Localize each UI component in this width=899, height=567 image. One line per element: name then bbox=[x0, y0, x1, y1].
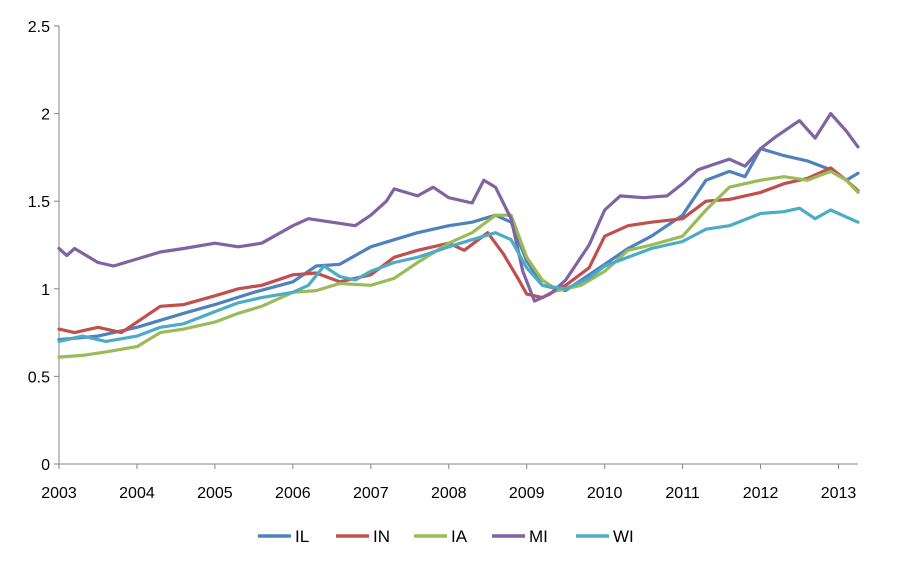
legend-label-wi: WI bbox=[613, 527, 634, 546]
series-line-mi bbox=[57, 112, 860, 303]
y-tick-label: 1.5 bbox=[28, 194, 50, 211]
x-tick-label: 2012 bbox=[743, 485, 779, 502]
y-tick-label: 0.5 bbox=[28, 369, 50, 386]
x-tick-label: 2009 bbox=[509, 485, 545, 502]
x-tick-label: 2013 bbox=[821, 485, 857, 502]
legend-label-mi: MI bbox=[529, 527, 548, 546]
y-tick-label: 2 bbox=[41, 107, 50, 124]
x-tick-label: 2008 bbox=[431, 485, 467, 502]
x-tick-label: 2005 bbox=[197, 485, 233, 502]
x-tick-label: 2004 bbox=[119, 485, 155, 502]
series-line-in bbox=[57, 166, 860, 335]
legend-label-ia: IA bbox=[451, 527, 468, 546]
legend: IL IN IA MI WI bbox=[258, 527, 634, 546]
y-tick-label: 2.5 bbox=[28, 19, 50, 36]
legend-label-il: IL bbox=[295, 527, 309, 546]
axes: 0 0.5 1 1.5 2 2.5 2003 2004 2005 2006 2007 2008 2009… bbox=[28, 19, 858, 502]
y-tick-label: 0 bbox=[41, 457, 50, 474]
x-tick-label: 2011 bbox=[665, 485, 700, 502]
legend-label-in: IN bbox=[373, 527, 390, 546]
x-tick-label: 2003 bbox=[41, 485, 77, 502]
x-tick-label: 2007 bbox=[353, 485, 389, 502]
series-line-wi bbox=[57, 206, 860, 343]
y-tick-label: 1 bbox=[41, 282, 50, 299]
x-tick-label: 2006 bbox=[275, 485, 311, 502]
series-line-il bbox=[57, 147, 860, 342]
x-tick-label: 2010 bbox=[587, 485, 623, 502]
series-line-ia bbox=[57, 169, 860, 359]
series-layer bbox=[57, 112, 860, 359]
